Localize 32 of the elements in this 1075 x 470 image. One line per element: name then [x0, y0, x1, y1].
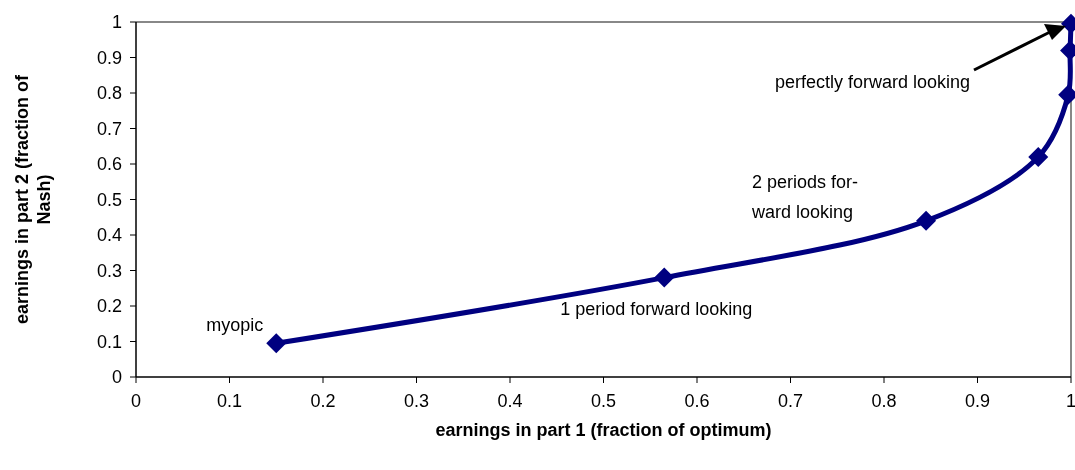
x-tick-label: 0.7 — [777, 391, 804, 411]
x-tick-label: 0.1 — [216, 391, 243, 411]
x-tick-label: 1 — [1065, 391, 1075, 411]
y-tick-label: 0.8 — [96, 83, 122, 103]
x-tick-label: 0.9 — [964, 391, 991, 411]
x-tick-label: 0.2 — [310, 391, 336, 411]
y-tick-label: 1 — [111, 12, 122, 32]
y-tick-label: 0.2 — [96, 296, 122, 316]
y-tick-label: 0.7 — [96, 118, 122, 139]
point — [916, 210, 937, 231]
annotation: 2 periods for- ward looking — [751, 172, 859, 222]
point — [266, 333, 287, 354]
x-tick-label: 0.4 — [497, 391, 523, 411]
y-tick-label: 0 — [111, 367, 122, 387]
y-tick-label: 0.9 — [96, 47, 122, 68]
annotation: myopic — [206, 315, 264, 336]
y-tick-label: 0.1 — [96, 331, 122, 352]
y-tick-label: 0.5 — [96, 189, 122, 210]
point — [1028, 146, 1049, 167]
y-axis-title: earnings in part 2 (fraction of Nash) — [12, 73, 54, 325]
annotation: 1 period forward looking — [560, 298, 753, 319]
y-tick-label: 0.6 — [96, 154, 122, 174]
x-tick-label: 0 — [130, 391, 142, 411]
y-tick-label: 0.3 — [96, 260, 122, 281]
x-tick-label: 0.5 — [590, 391, 617, 411]
point — [654, 267, 675, 288]
x-tick-label: 0.8 — [871, 391, 897, 411]
x-axis-title: earnings in part 1 (fraction of optimum) — [435, 420, 772, 440]
annotation: perfectly forward looking — [774, 72, 970, 92]
y-tick-label: 0.4 — [96, 225, 122, 245]
x-tick-label: 0.3 — [403, 391, 430, 411]
x-tick-label: 0.6 — [684, 391, 710, 411]
